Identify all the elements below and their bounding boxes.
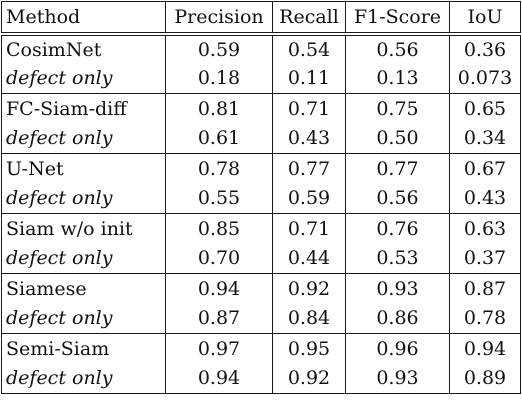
- method-name: U-Net: [1, 153, 166, 184]
- cell-precision-defect-only: 0.70: [165, 243, 273, 274]
- cell-iou: 0.67: [449, 153, 521, 184]
- defect-only-label: defect only: [1, 303, 166, 334]
- cell-iou: 0.94: [449, 333, 521, 364]
- header-row: Method Precision Recall F1-Score IoU: [1, 1, 521, 36]
- cell-precision: 0.81: [165, 93, 273, 124]
- table-row: Siamese 0.94 0.92 0.93 0.87: [1, 273, 521, 304]
- method-name: FC-Siam-diff: [1, 93, 166, 124]
- table-row: U-Net 0.78 0.77 0.77 0.67: [1, 153, 521, 184]
- cell-recall-defect-only: 0.59: [272, 183, 346, 214]
- cell-recall-defect-only: 0.92: [272, 363, 346, 394]
- table-body: CosimNet 0.59 0.54 0.56 0.36 defect only 0.18 0…: [1, 33, 521, 394]
- cell-precision-defect-only: 0.61: [165, 123, 273, 154]
- cell-f1-score: 0.75: [345, 93, 450, 124]
- cell-iou-defect-only: 0.37: [449, 243, 521, 274]
- table-row: FC-Siam-diff 0.81 0.71 0.75 0.65: [1, 93, 521, 124]
- cell-f1-score: 0.96: [345, 333, 450, 364]
- cell-precision: 0.94: [165, 273, 273, 304]
- cell-recall: 0.54: [272, 33, 346, 64]
- cell-recall-defect-only: 0.11: [272, 63, 346, 94]
- header-recall: Recall: [272, 1, 346, 36]
- cell-iou-defect-only: 0.89: [449, 363, 521, 394]
- cell-f1-score: 0.77: [345, 153, 450, 184]
- cell-recall-defect-only: 0.84: [272, 303, 346, 334]
- results-table: Method Precision Recall F1-Score IoU Cos…: [1, 1, 521, 394]
- cell-iou: 0.63: [449, 213, 521, 244]
- cell-precision: 0.97: [165, 333, 273, 364]
- cell-precision-defect-only: 0.55: [165, 183, 273, 214]
- cell-iou-defect-only: 0.78: [449, 303, 521, 334]
- cell-recall: 0.71: [272, 213, 346, 244]
- cell-iou: 0.36: [449, 33, 521, 64]
- method-name: Semi-Siam: [1, 333, 166, 364]
- table-row-defect-only: defect only 0.18 0.11 0.13 0.073: [1, 63, 521, 94]
- defect-only-label: defect only: [1, 63, 166, 94]
- table-row-defect-only: defect only 0.61 0.43 0.50 0.34: [1, 123, 521, 154]
- cell-f1-score: 0.76: [345, 213, 450, 244]
- cell-f1-score-defect-only: 0.53: [345, 243, 450, 274]
- cell-iou: 0.87: [449, 273, 521, 304]
- table-row-defect-only: defect only 0.94 0.92 0.93 0.89: [1, 363, 521, 394]
- defect-only-label: defect only: [1, 363, 166, 394]
- defect-only-label: defect only: [1, 123, 166, 154]
- method-name: Siam w/o init: [1, 213, 166, 244]
- method-name: CosimNet: [1, 33, 166, 64]
- defect-only-label: defect only: [1, 243, 166, 274]
- cell-iou-defect-only: 0.43: [449, 183, 521, 214]
- header-f1-score: F1-Score: [345, 1, 450, 36]
- cell-precision-defect-only: 0.18: [165, 63, 273, 94]
- cell-f1-score-defect-only: 0.50: [345, 123, 450, 154]
- cell-f1-score-defect-only: 0.86: [345, 303, 450, 334]
- cell-precision-defect-only: 0.87: [165, 303, 273, 334]
- cell-recall: 0.77: [272, 153, 346, 184]
- table-row: Siam w/o init 0.85 0.71 0.76 0.63: [1, 213, 521, 244]
- cell-f1-score-defect-only: 0.56: [345, 183, 450, 214]
- cell-f1-score-defect-only: 0.93: [345, 363, 450, 394]
- defect-only-label: defect only: [1, 183, 166, 214]
- cell-precision: 0.85: [165, 213, 273, 244]
- cell-precision: 0.78: [165, 153, 273, 184]
- cell-f1-score-defect-only: 0.13: [345, 63, 450, 94]
- cell-precision: 0.59: [165, 33, 273, 64]
- header-precision: Precision: [165, 1, 273, 36]
- cell-recall-defect-only: 0.43: [272, 123, 346, 154]
- cell-recall: 0.92: [272, 273, 346, 304]
- cell-iou-defect-only: 0.073: [449, 63, 521, 94]
- table-row: CosimNet 0.59 0.54 0.56 0.36: [1, 33, 521, 64]
- cell-iou: 0.65: [449, 93, 521, 124]
- header-method: Method: [1, 1, 166, 36]
- cell-iou-defect-only: 0.34: [449, 123, 521, 154]
- table-row: Semi-Siam 0.97 0.95 0.96 0.94: [1, 333, 521, 364]
- table-row-defect-only: defect only 0.70 0.44 0.53 0.37: [1, 243, 521, 274]
- cell-recall: 0.95: [272, 333, 346, 364]
- table-row-defect-only: defect only 0.87 0.84 0.86 0.78: [1, 303, 521, 334]
- cell-f1-score: 0.93: [345, 273, 450, 304]
- cell-precision-defect-only: 0.94: [165, 363, 273, 394]
- cell-f1-score: 0.56: [345, 33, 450, 64]
- header-iou: IoU: [449, 1, 521, 36]
- cell-recall-defect-only: 0.44: [272, 243, 346, 274]
- method-name: Siamese: [1, 273, 166, 304]
- cell-recall: 0.71: [272, 93, 346, 124]
- table-row-defect-only: defect only 0.55 0.59 0.56 0.43: [1, 183, 521, 214]
